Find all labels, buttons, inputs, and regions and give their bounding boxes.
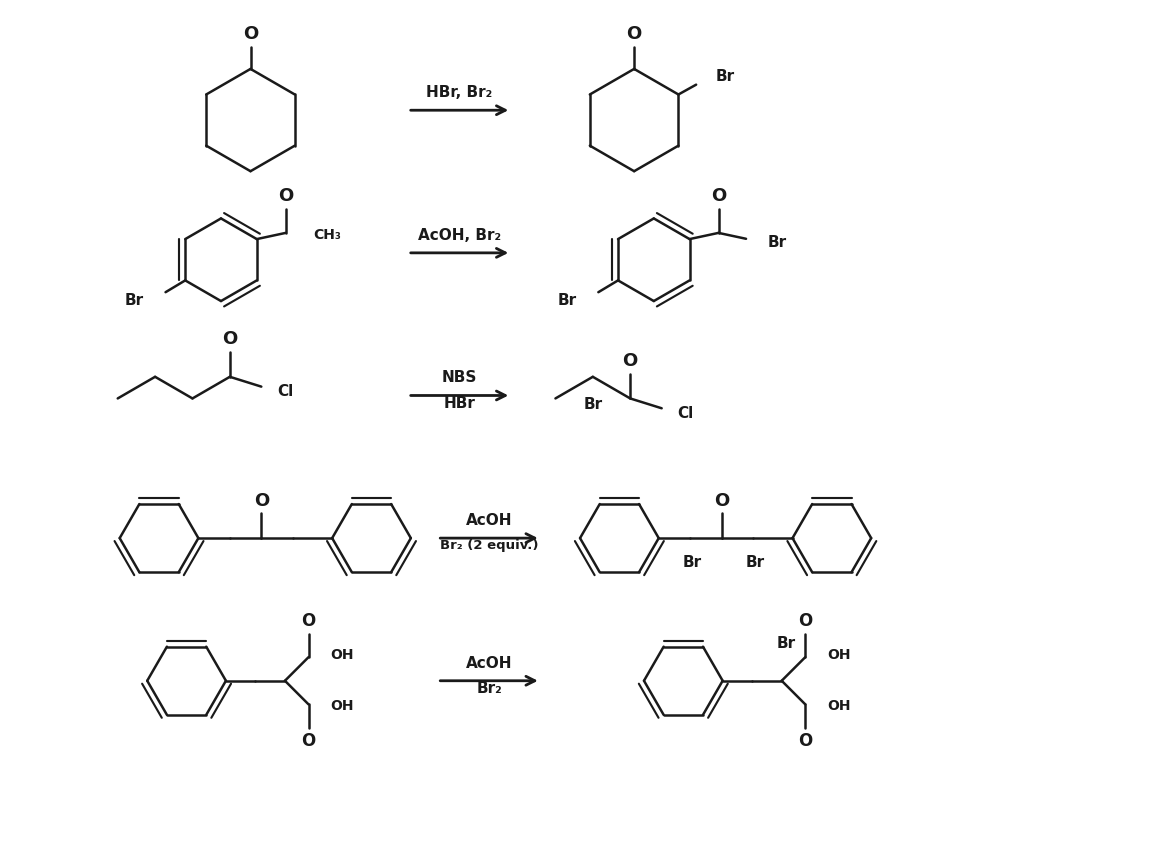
Text: Br: Br [583, 397, 603, 412]
Text: AcOH: AcOH [466, 513, 512, 528]
Text: Br: Br [746, 555, 765, 570]
Text: CH₃: CH₃ [313, 228, 341, 242]
Text: NBS: NBS [442, 371, 477, 385]
Text: Br: Br [778, 636, 796, 651]
Text: O: O [626, 26, 641, 43]
Text: O: O [711, 188, 726, 206]
Text: O: O [222, 331, 237, 348]
Text: O: O [278, 188, 293, 206]
Text: Br₂: Br₂ [476, 681, 502, 696]
Text: HBr: HBr [443, 396, 475, 411]
Text: Br: Br [716, 70, 734, 84]
Text: Br: Br [558, 292, 576, 308]
Text: OH: OH [826, 649, 851, 662]
Text: O: O [243, 26, 258, 43]
Text: Br: Br [682, 555, 702, 570]
Text: Br: Br [125, 292, 144, 308]
Text: Br₂ (2 equiv.): Br₂ (2 equiv.) [440, 540, 538, 552]
Text: O: O [301, 732, 315, 750]
Text: Cl: Cl [277, 384, 293, 399]
Text: O: O [254, 492, 269, 510]
Text: AcOH: AcOH [466, 655, 512, 671]
Text: Br: Br [768, 235, 787, 250]
Text: O: O [799, 612, 812, 630]
Text: OH: OH [826, 700, 851, 713]
Text: O: O [714, 492, 730, 510]
Text: O: O [799, 732, 812, 750]
Text: O: O [301, 612, 315, 630]
Text: OH: OH [331, 700, 354, 713]
Text: HBr, Br₂: HBr, Br₂ [426, 85, 492, 100]
Text: AcOH, Br₂: AcOH, Br₂ [418, 228, 501, 242]
Text: Cl: Cl [677, 405, 694, 421]
Text: O: O [623, 352, 638, 370]
Text: OH: OH [331, 649, 354, 662]
